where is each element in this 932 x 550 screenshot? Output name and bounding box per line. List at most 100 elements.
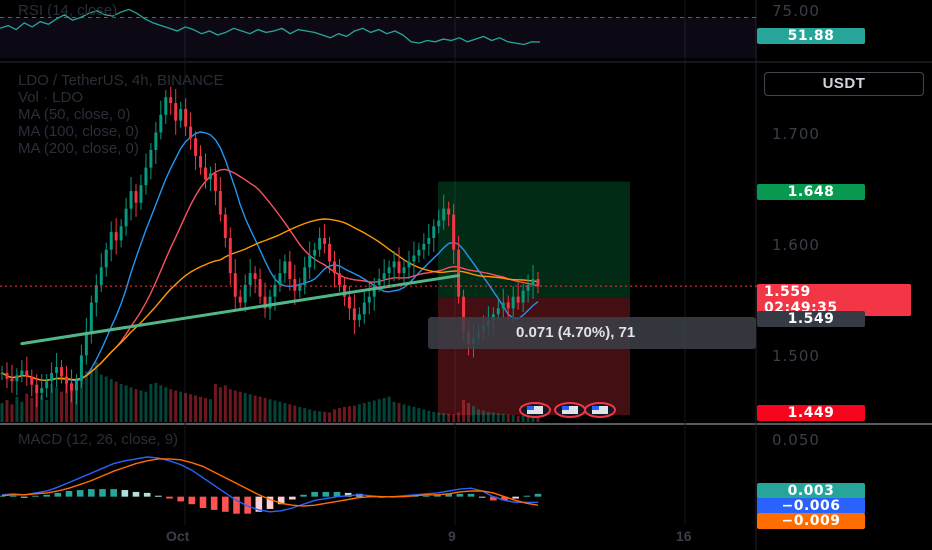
macd-histogram-bar: [289, 496, 296, 500]
candle: [238, 296, 242, 303]
volume-bar: [372, 400, 376, 422]
candle: [134, 191, 138, 203]
volume-bar: [55, 387, 59, 422]
legend-ma200[interactable]: MA (200, close, 0): [18, 140, 139, 157]
candle: [129, 191, 133, 209]
volume-bar: [298, 406, 302, 422]
volume-bar: [506, 414, 510, 422]
volume-bar: [337, 408, 341, 422]
candle: [194, 138, 198, 156]
macd-histogram-bar: [266, 496, 274, 509]
volume-bar: [189, 394, 193, 422]
volume-bar: [283, 403, 287, 422]
volume-bar: [84, 371, 88, 422]
macd-signal-tag: −0.009: [757, 513, 865, 529]
trendline: [20, 274, 461, 346]
volume-bar: [462, 399, 466, 422]
event-flag-icon: [584, 402, 616, 418]
macd-histogram-bar: [65, 491, 73, 497]
volume-bar: [263, 398, 267, 422]
candle: [506, 302, 510, 309]
flag-body: [527, 406, 543, 414]
candle: [318, 238, 322, 250]
flag-canton: [592, 406, 599, 410]
ma50-line: [1, 131, 539, 382]
price-tick-label: 1.600: [772, 236, 820, 254]
candle: [124, 208, 128, 227]
macd-histogram-bar: [188, 496, 196, 505]
volume-bar: [79, 380, 83, 422]
symbol-title[interactable]: LDO / TetherUS, 4h, BINANCE: [18, 72, 224, 89]
rsi-band: [0, 17, 756, 58]
candle: [30, 376, 34, 385]
volume-bar: [318, 411, 322, 422]
candle: [377, 279, 381, 285]
candle: [288, 261, 292, 280]
candle: [60, 367, 64, 377]
measure-label: 0.071 (4.70%), 71: [516, 324, 636, 341]
volume-bar: [422, 409, 426, 422]
currency-button[interactable]: USDT: [764, 72, 924, 96]
volume-bar: [109, 379, 113, 422]
volume-bar: [218, 387, 222, 422]
volume-bar: [20, 401, 24, 422]
macd-signal-line: [1, 458, 539, 507]
flag-body: [592, 406, 608, 414]
macd-histogram-bar: [478, 496, 486, 498]
legend-ma100[interactable]: MA (100, close, 0): [18, 123, 139, 140]
volume-bar: [50, 384, 54, 422]
macd-histogram-bar: [523, 495, 531, 497]
legend-volume[interactable]: Vol · LDO: [18, 89, 84, 106]
macd-histogram-bar: [88, 489, 95, 497]
candle: [442, 208, 446, 221]
candle: [333, 261, 337, 274]
volume-bar: [149, 384, 153, 422]
volume-bar: [352, 405, 356, 422]
candle: [104, 249, 108, 268]
candle: [184, 108, 188, 127]
candle: [308, 255, 312, 268]
candle: [447, 208, 451, 215]
volume-bar: [496, 413, 500, 422]
volume-bar: [60, 391, 64, 422]
volume-bar: [243, 392, 247, 422]
candle: [526, 284, 530, 291]
candle: [35, 384, 39, 393]
volume-bar: [367, 401, 371, 422]
volume-bar: [476, 409, 480, 422]
volume-bar: [99, 374, 103, 422]
volume-bar: [104, 376, 108, 422]
volume-bar: [114, 381, 118, 422]
candle: [228, 238, 232, 274]
macd-histogram-bar: [199, 496, 207, 508]
macd-histogram-bar: [300, 494, 307, 497]
rsi-value-tag: 51.88: [757, 28, 865, 44]
candle: [203, 167, 207, 180]
candle: [213, 173, 217, 192]
volume-bar: [362, 403, 366, 422]
candle: [268, 296, 272, 309]
candle: [357, 314, 361, 321]
volume-bar: [268, 399, 272, 422]
rsi-tick-label: 75.00: [772, 2, 820, 20]
volume-bar: [278, 401, 282, 422]
volume-bar: [169, 389, 173, 422]
volume-bar: [258, 396, 262, 422]
legend-ma50[interactable]: MA (50, close, 0): [18, 106, 131, 123]
candle: [169, 97, 173, 104]
volume-bar: [407, 405, 411, 422]
macd-histogram-bar: [490, 496, 497, 501]
candle: [516, 296, 520, 303]
candle: [15, 375, 19, 382]
volume-bar: [228, 389, 232, 422]
volume-bar: [467, 403, 471, 422]
macd-histogram-bar: [177, 496, 184, 502]
volume-bar: [223, 385, 227, 422]
volume-bar: [432, 411, 436, 422]
volume-bar: [511, 415, 515, 422]
candle: [432, 226, 436, 238]
volume-bar: [194, 395, 198, 422]
candle: [0, 372, 4, 374]
macd-hist-tag: 0.003: [757, 483, 865, 499]
